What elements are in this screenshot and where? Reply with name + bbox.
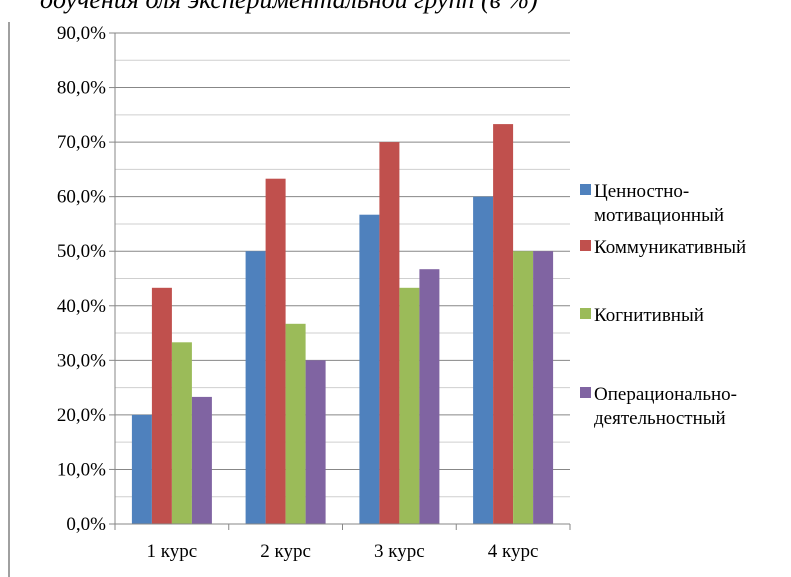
legend-label: Операционально- xyxy=(594,384,737,405)
legend-swatch xyxy=(580,308,591,319)
y-tick-label: 20,0% xyxy=(57,405,106,426)
bar xyxy=(493,124,514,524)
legend-label: Когнитивный xyxy=(594,305,704,326)
bar xyxy=(359,214,380,524)
x-tick-label: 2 курс xyxy=(260,541,311,562)
legend-label: Коммуникативный xyxy=(594,237,746,258)
legend-label: мотивационный xyxy=(594,205,724,226)
legend-swatch xyxy=(580,240,591,251)
x-tick-label: 1 курс xyxy=(147,541,198,562)
bar xyxy=(245,251,266,524)
y-tick-label: 40,0% xyxy=(57,296,106,317)
bar xyxy=(151,287,172,524)
y-tick-label: 30,0% xyxy=(57,350,106,371)
bar xyxy=(305,360,326,524)
x-tick-label: 3 курс xyxy=(374,541,425,562)
y-tick-label: 10,0% xyxy=(57,459,106,480)
bar xyxy=(419,269,440,524)
chart-title: ооучения оля экспериментальной групп (в … xyxy=(40,0,791,16)
legend: Ценностно-мотивационный Коммуникативный Ко… xyxy=(580,181,746,429)
y-tick-label: 50,0% xyxy=(57,241,106,262)
y-tick-label: 70,0% xyxy=(57,132,106,153)
x-tick-label: 4 курс xyxy=(488,541,539,562)
legend-swatch xyxy=(580,184,591,195)
bars xyxy=(131,124,554,524)
bar xyxy=(379,142,400,524)
bar xyxy=(131,414,152,524)
tick-labels: 0,0% 10,0% 20,0% 30,0% 40,0% 50,0% 60,0% 70,0% 8… xyxy=(57,23,539,562)
bar xyxy=(171,342,192,524)
bar xyxy=(473,196,494,524)
y-tick-label: 90,0% xyxy=(57,23,106,44)
bar xyxy=(533,251,554,524)
axes xyxy=(109,32,571,530)
y-tick-label: 0,0% xyxy=(66,514,106,535)
bar xyxy=(285,323,306,524)
y-tick-label: 60,0% xyxy=(57,187,106,208)
legend-swatch xyxy=(580,387,591,398)
legend-label: деятельностный xyxy=(594,408,726,429)
bar xyxy=(513,251,534,524)
legend-label: Ценностно- xyxy=(594,181,689,202)
bar xyxy=(191,396,212,524)
bar xyxy=(399,287,420,524)
y-tick-label: 80,0% xyxy=(57,78,106,99)
bar xyxy=(265,178,286,524)
